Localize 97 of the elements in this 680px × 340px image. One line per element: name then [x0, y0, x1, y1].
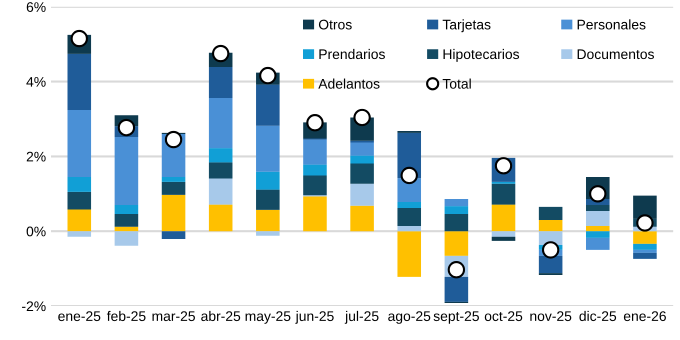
- bar: [256, 231, 280, 236]
- bar: [586, 205, 610, 212]
- bar: [397, 208, 422, 226]
- bar: [256, 210, 280, 232]
- y-tick-label: 4%: [26, 76, 46, 87]
- bar: [114, 226, 138, 232]
- bar: [586, 226, 610, 232]
- bar: [633, 252, 657, 259]
- bar: [256, 172, 280, 190]
- legend-label: Adelantos: [318, 78, 380, 89]
- bar: [208, 98, 232, 148]
- bar: [633, 250, 657, 253]
- y-tick-label: 0%: [26, 226, 46, 236]
- bar: [208, 148, 232, 162]
- point: [636, 214, 654, 232]
- legend-label: Otros: [318, 20, 352, 30]
- point: [353, 108, 371, 126]
- bar: [397, 226, 422, 232]
- bar: [114, 136, 138, 206]
- bar: [350, 184, 374, 206]
- bar: [538, 256, 562, 274]
- bar: [492, 184, 516, 205]
- bar: [162, 176, 186, 182]
- x-tick-label: may-25: [246, 311, 290, 324]
- bar: [350, 206, 374, 232]
- bar: [256, 190, 280, 210]
- bar: [256, 84, 280, 126]
- bar: [68, 210, 92, 232]
- bar: [208, 162, 232, 178]
- x-tick-label: ene-25: [58, 311, 100, 322]
- x-tick-label: jul-25: [344, 310, 379, 324]
- bar: [303, 164, 327, 176]
- y-tick-label: -2%: [22, 301, 46, 312]
- bar: [444, 206, 468, 214]
- bar: [633, 244, 657, 250]
- bar: [208, 178, 232, 205]
- bar: [444, 276, 468, 302]
- bar: [68, 231, 92, 237]
- bar: [397, 231, 422, 277]
- x-tick-label: ene-26: [624, 311, 666, 322]
- point: [212, 44, 230, 62]
- point: [306, 114, 324, 132]
- bar: [208, 204, 232, 232]
- bar: [350, 156, 374, 164]
- bar: [444, 231, 468, 256]
- bar: [303, 175, 327, 196]
- point: [164, 130, 182, 148]
- x-tick-label: abr-25: [201, 310, 240, 322]
- bar: [162, 182, 186, 195]
- bar: [633, 231, 657, 244]
- x-tick-label: ago-25: [388, 311, 430, 324]
- point: [542, 241, 560, 259]
- bar: [256, 126, 280, 172]
- bar: [492, 231, 516, 237]
- bar: [397, 202, 422, 208]
- bar: [68, 110, 92, 177]
- x-tick-label: jun-25: [295, 310, 334, 324]
- bar: [492, 236, 516, 241]
- x-tick-label: feb-25: [106, 310, 146, 322]
- bar: [350, 142, 374, 156]
- bar: [68, 176, 92, 192]
- point: [259, 66, 277, 84]
- legend-label: Documentos: [578, 49, 654, 60]
- x-tick-label: oct-25: [484, 311, 522, 322]
- x-tick-label: dic-25: [579, 310, 616, 322]
- bar: [68, 54, 92, 110]
- bar: [444, 214, 468, 232]
- point: [400, 166, 418, 184]
- x-tick-label: sept-25: [434, 311, 479, 324]
- bar: [68, 192, 92, 210]
- legend-label: Total: [442, 78, 471, 89]
- point: [118, 118, 136, 136]
- bar: [586, 231, 610, 238]
- legend-label: Personales: [578, 19, 646, 30]
- bar: [114, 205, 138, 214]
- bar: [538, 206, 562, 220]
- bar: [303, 140, 327, 165]
- y-tick-label: 6%: [26, 2, 46, 12]
- x-tick-label: mar-25: [152, 311, 195, 322]
- bar: [350, 164, 374, 184]
- bar: [162, 194, 186, 232]
- y-tick-label: 2%: [26, 152, 46, 162]
- bar: [303, 196, 327, 232]
- bar: [162, 231, 186, 240]
- legend-label: Hipotecarios: [444, 48, 520, 62]
- bar: [633, 196, 657, 219]
- bar: [538, 220, 562, 232]
- x-tick-label: nov-25: [530, 311, 572, 322]
- legend-label: Tarjetas: [442, 19, 490, 32]
- bar: [586, 238, 610, 250]
- bar: [492, 204, 516, 232]
- bar: [114, 214, 138, 227]
- legend-label: Prendarios: [319, 48, 385, 60]
- bar: [208, 67, 232, 98]
- bar: [114, 231, 138, 246]
- bar: [586, 211, 610, 226]
- bar: [444, 199, 468, 206]
